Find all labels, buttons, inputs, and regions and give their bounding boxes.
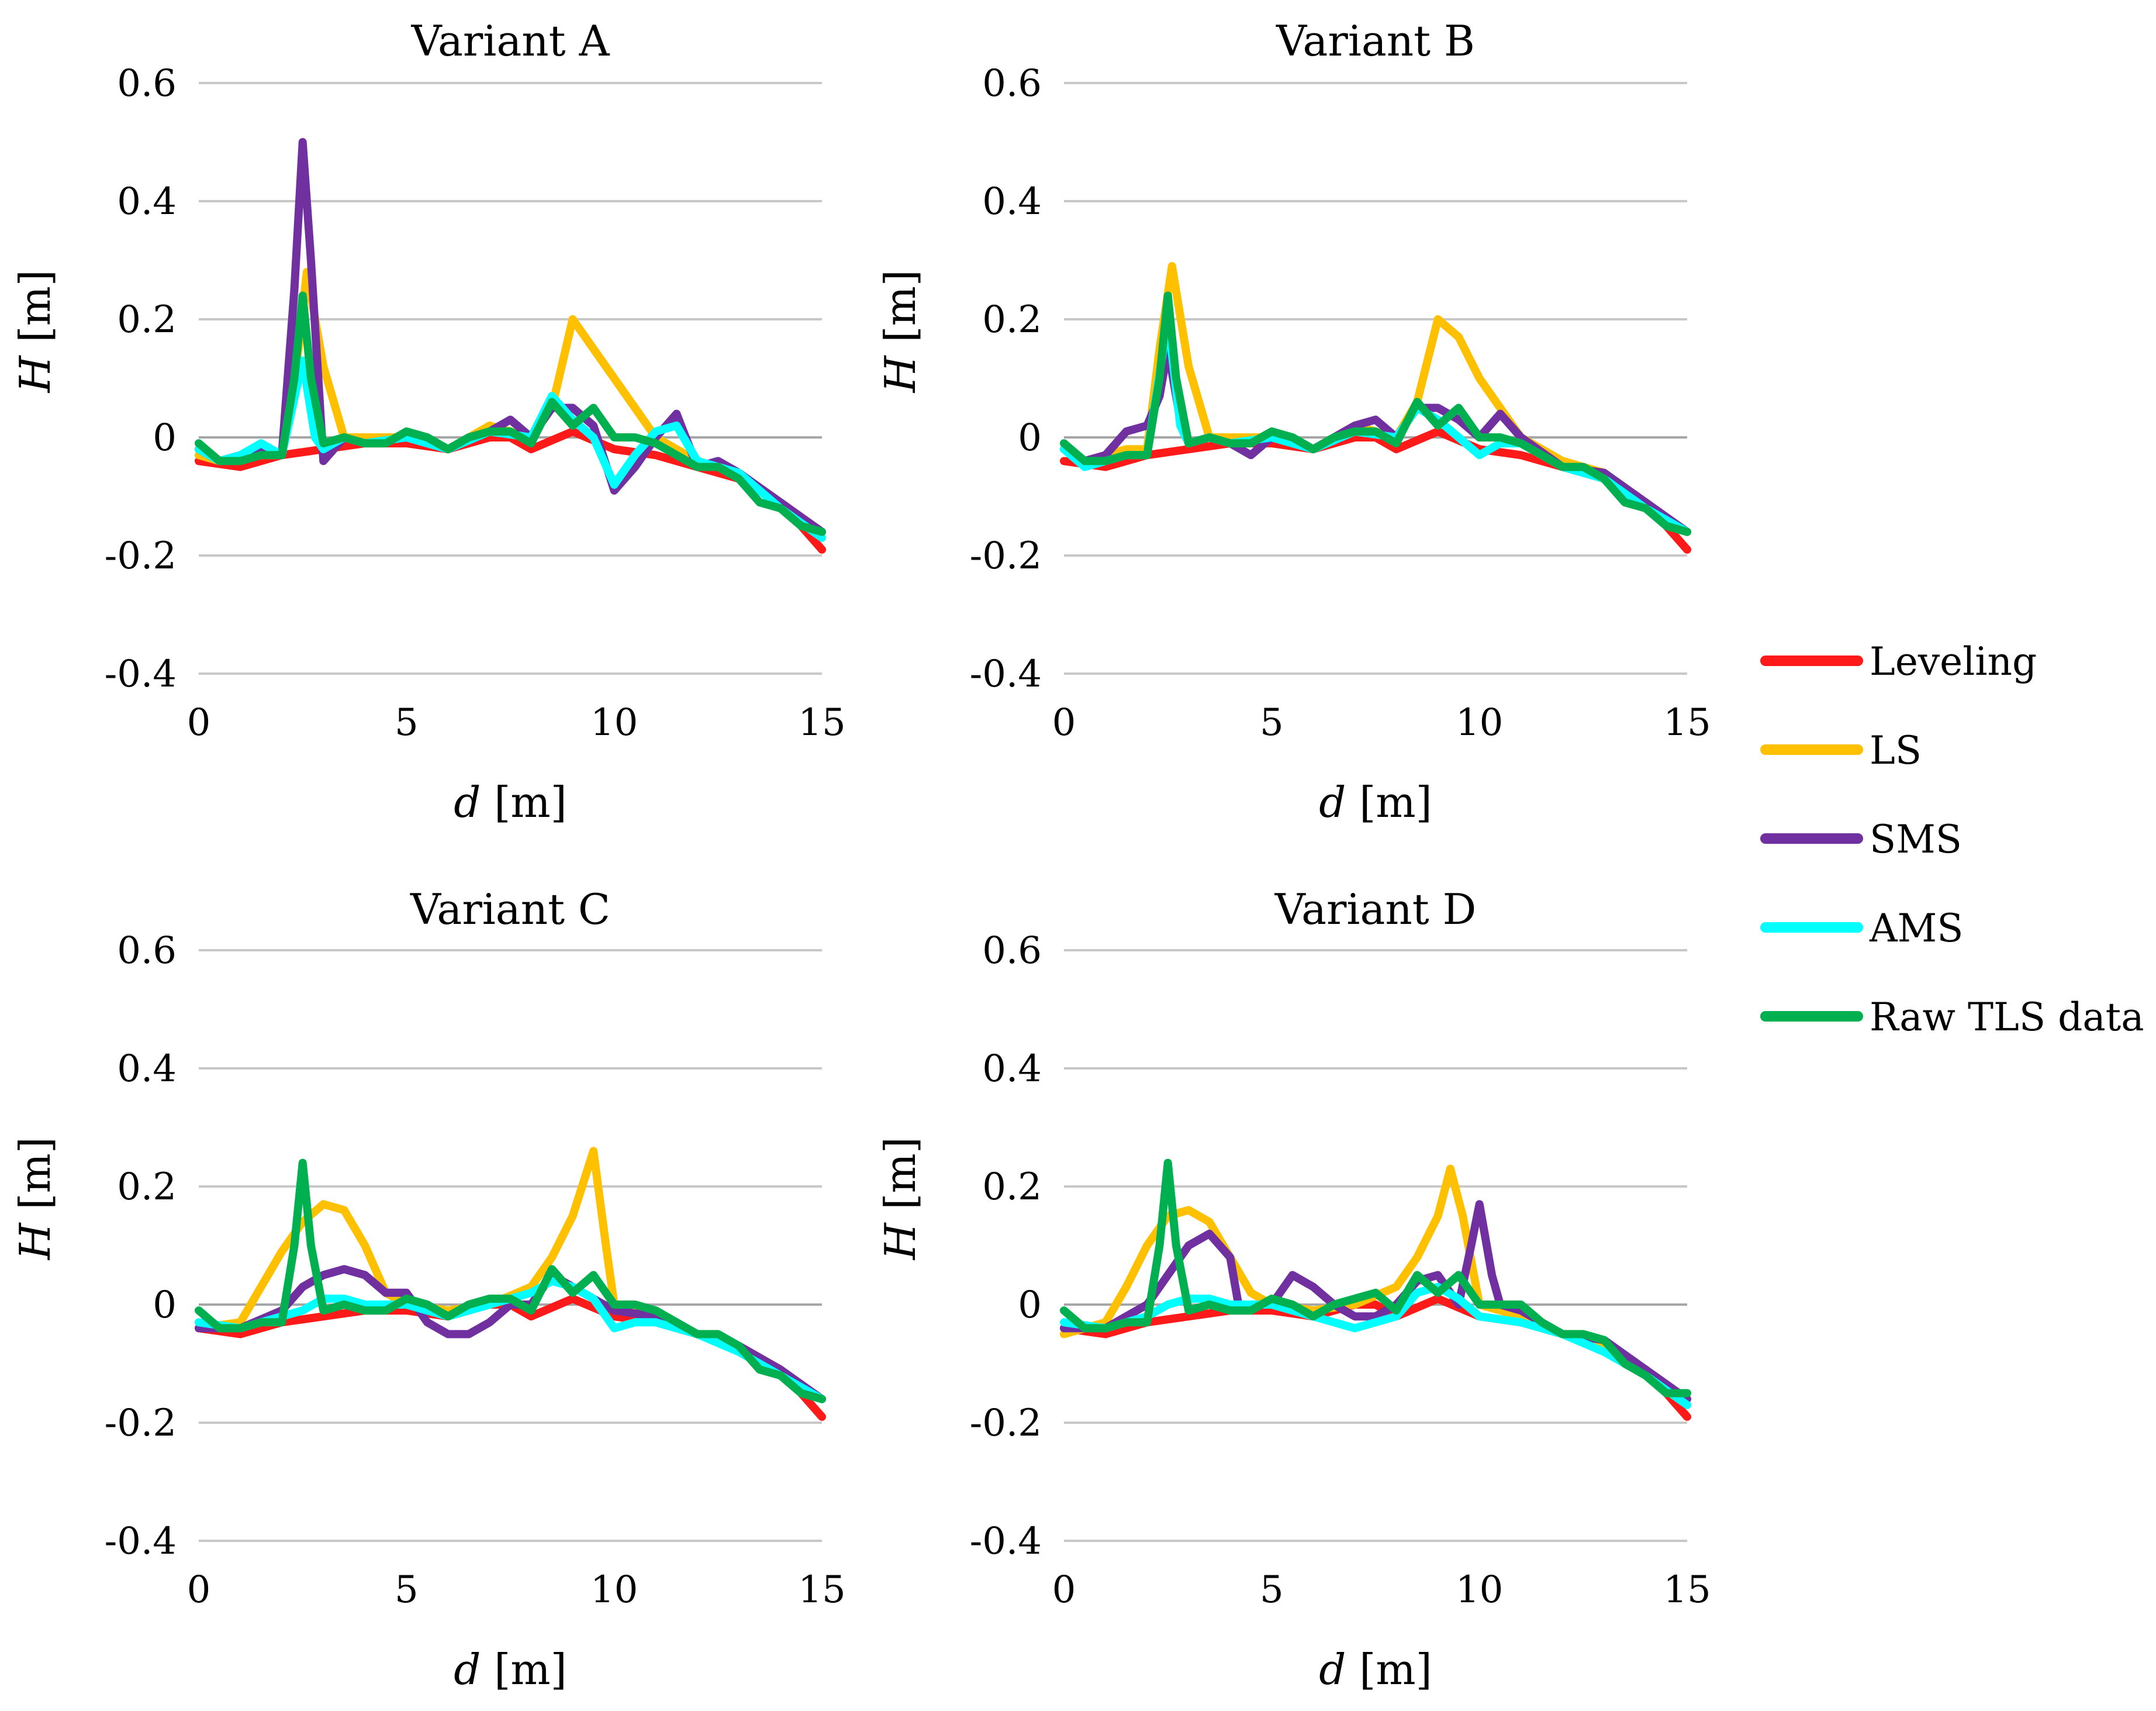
series-raw-tls-data <box>1060 1158 1691 1398</box>
chart-panel-1: -0.4 -0.2 0 0.2 0.4 0.6 0 5 10 15 Variant A d [m] H … <box>11 16 846 827</box>
series-leveling <box>1060 427 1691 554</box>
y-tick-label: 0.6 <box>117 62 177 105</box>
y-tick-label: -0.4 <box>105 653 177 696</box>
legend: Leveling LS SMS AMS Raw TLS data <box>1760 639 2144 1040</box>
y-tick-label: -0.2 <box>970 1402 1042 1445</box>
x-tick-label: 15 <box>1663 701 1711 744</box>
x-tick-label: 0 <box>1052 701 1076 744</box>
y-tick-label: 0.4 <box>117 1047 177 1091</box>
y-tick-label: 0.6 <box>117 929 177 972</box>
legend-label-ls: LS <box>1870 728 1922 773</box>
y-tick-label: 0.4 <box>982 1047 1042 1091</box>
y-tick-label: 0.2 <box>982 298 1042 341</box>
y-axis-label: H [m] <box>11 270 60 394</box>
y-tick-label: 0.4 <box>117 180 177 223</box>
y-axis-label: H [m] <box>11 1137 60 1261</box>
y-tick-label: -0.4 <box>970 653 1042 696</box>
y-tick-label: 0 <box>153 1284 177 1327</box>
x-axis-label: d [m] <box>454 778 566 827</box>
x-tick-label: 15 <box>1663 1568 1711 1612</box>
x-tick-label: 0 <box>1052 1568 1076 1612</box>
chart-title: Variant B <box>1276 16 1475 65</box>
y-tick-label: -0.4 <box>970 1520 1042 1563</box>
x-tick-label: 15 <box>798 701 845 744</box>
chart-panel-4: -0.4 -0.2 0 0.2 0.4 0.6 0 5 10 15 Variant D d [m] H … <box>876 885 1711 1694</box>
legend-label-ams: AMS <box>1869 906 1963 951</box>
legend-label-sms: SMS <box>1870 817 1962 862</box>
series-leveling <box>195 427 826 554</box>
series-raw-tls-data <box>195 291 826 536</box>
x-tick-label: 15 <box>798 1568 845 1612</box>
y-axis-label: H [m] <box>876 1137 925 1261</box>
legend-label-raw-tls-data: Raw TLS data <box>1870 995 2144 1040</box>
series-raw-tls-data <box>195 1158 826 1403</box>
y-tick-label: 0.2 <box>117 1165 177 1209</box>
y-tick-label: 0 <box>1018 416 1042 460</box>
y-tick-label: 0 <box>1018 1284 1042 1327</box>
y-axis-label: H [m] <box>876 270 925 394</box>
x-axis-label: d [m] <box>1319 778 1432 827</box>
x-axis-label: d [m] <box>1319 1645 1432 1694</box>
x-tick-label: 10 <box>1456 701 1503 744</box>
series-sms <box>195 1265 826 1403</box>
chart-title: Variant C <box>410 885 610 934</box>
x-tick-label: 10 <box>1456 1568 1503 1612</box>
y-tick-label: 0 <box>153 416 177 460</box>
x-tick-label: 10 <box>590 1568 638 1612</box>
chart-panel-3: -0.4 -0.2 0 0.2 0.4 0.6 0 5 10 15 Variant C d [m] H … <box>11 885 846 1694</box>
y-tick-label: -0.2 <box>970 534 1042 578</box>
chart-title: Variant A <box>411 16 610 65</box>
x-tick-label: 0 <box>187 701 211 744</box>
x-tick-label: 10 <box>590 701 638 744</box>
y-tick-label: -0.2 <box>105 1402 177 1445</box>
x-tick-label: 5 <box>395 701 419 744</box>
y-tick-label: 0.6 <box>982 929 1042 972</box>
x-axis-label: d [m] <box>454 1645 566 1694</box>
y-tick-label: -0.4 <box>105 1520 177 1563</box>
chart-title: Variant D <box>1274 885 1477 934</box>
y-tick-label: 0.4 <box>982 180 1042 223</box>
series-raw-tls-data <box>1060 291 1691 536</box>
x-tick-label: 5 <box>1260 701 1284 744</box>
y-tick-label: 0.2 <box>117 298 177 341</box>
y-tick-label: -0.2 <box>105 534 177 578</box>
legend-label-leveling: Leveling <box>1870 639 2037 684</box>
y-tick-label: 0.6 <box>982 62 1042 105</box>
x-tick-label: 5 <box>1260 1568 1284 1612</box>
chart-panel-2: -0.4 -0.2 0 0.2 0.4 0.6 0 5 10 15 Variant B d [m] H … <box>876 16 1711 827</box>
x-tick-label: 5 <box>395 1568 419 1612</box>
x-tick-label: 0 <box>187 1568 211 1612</box>
y-tick-label: 0.2 <box>982 1165 1042 1209</box>
